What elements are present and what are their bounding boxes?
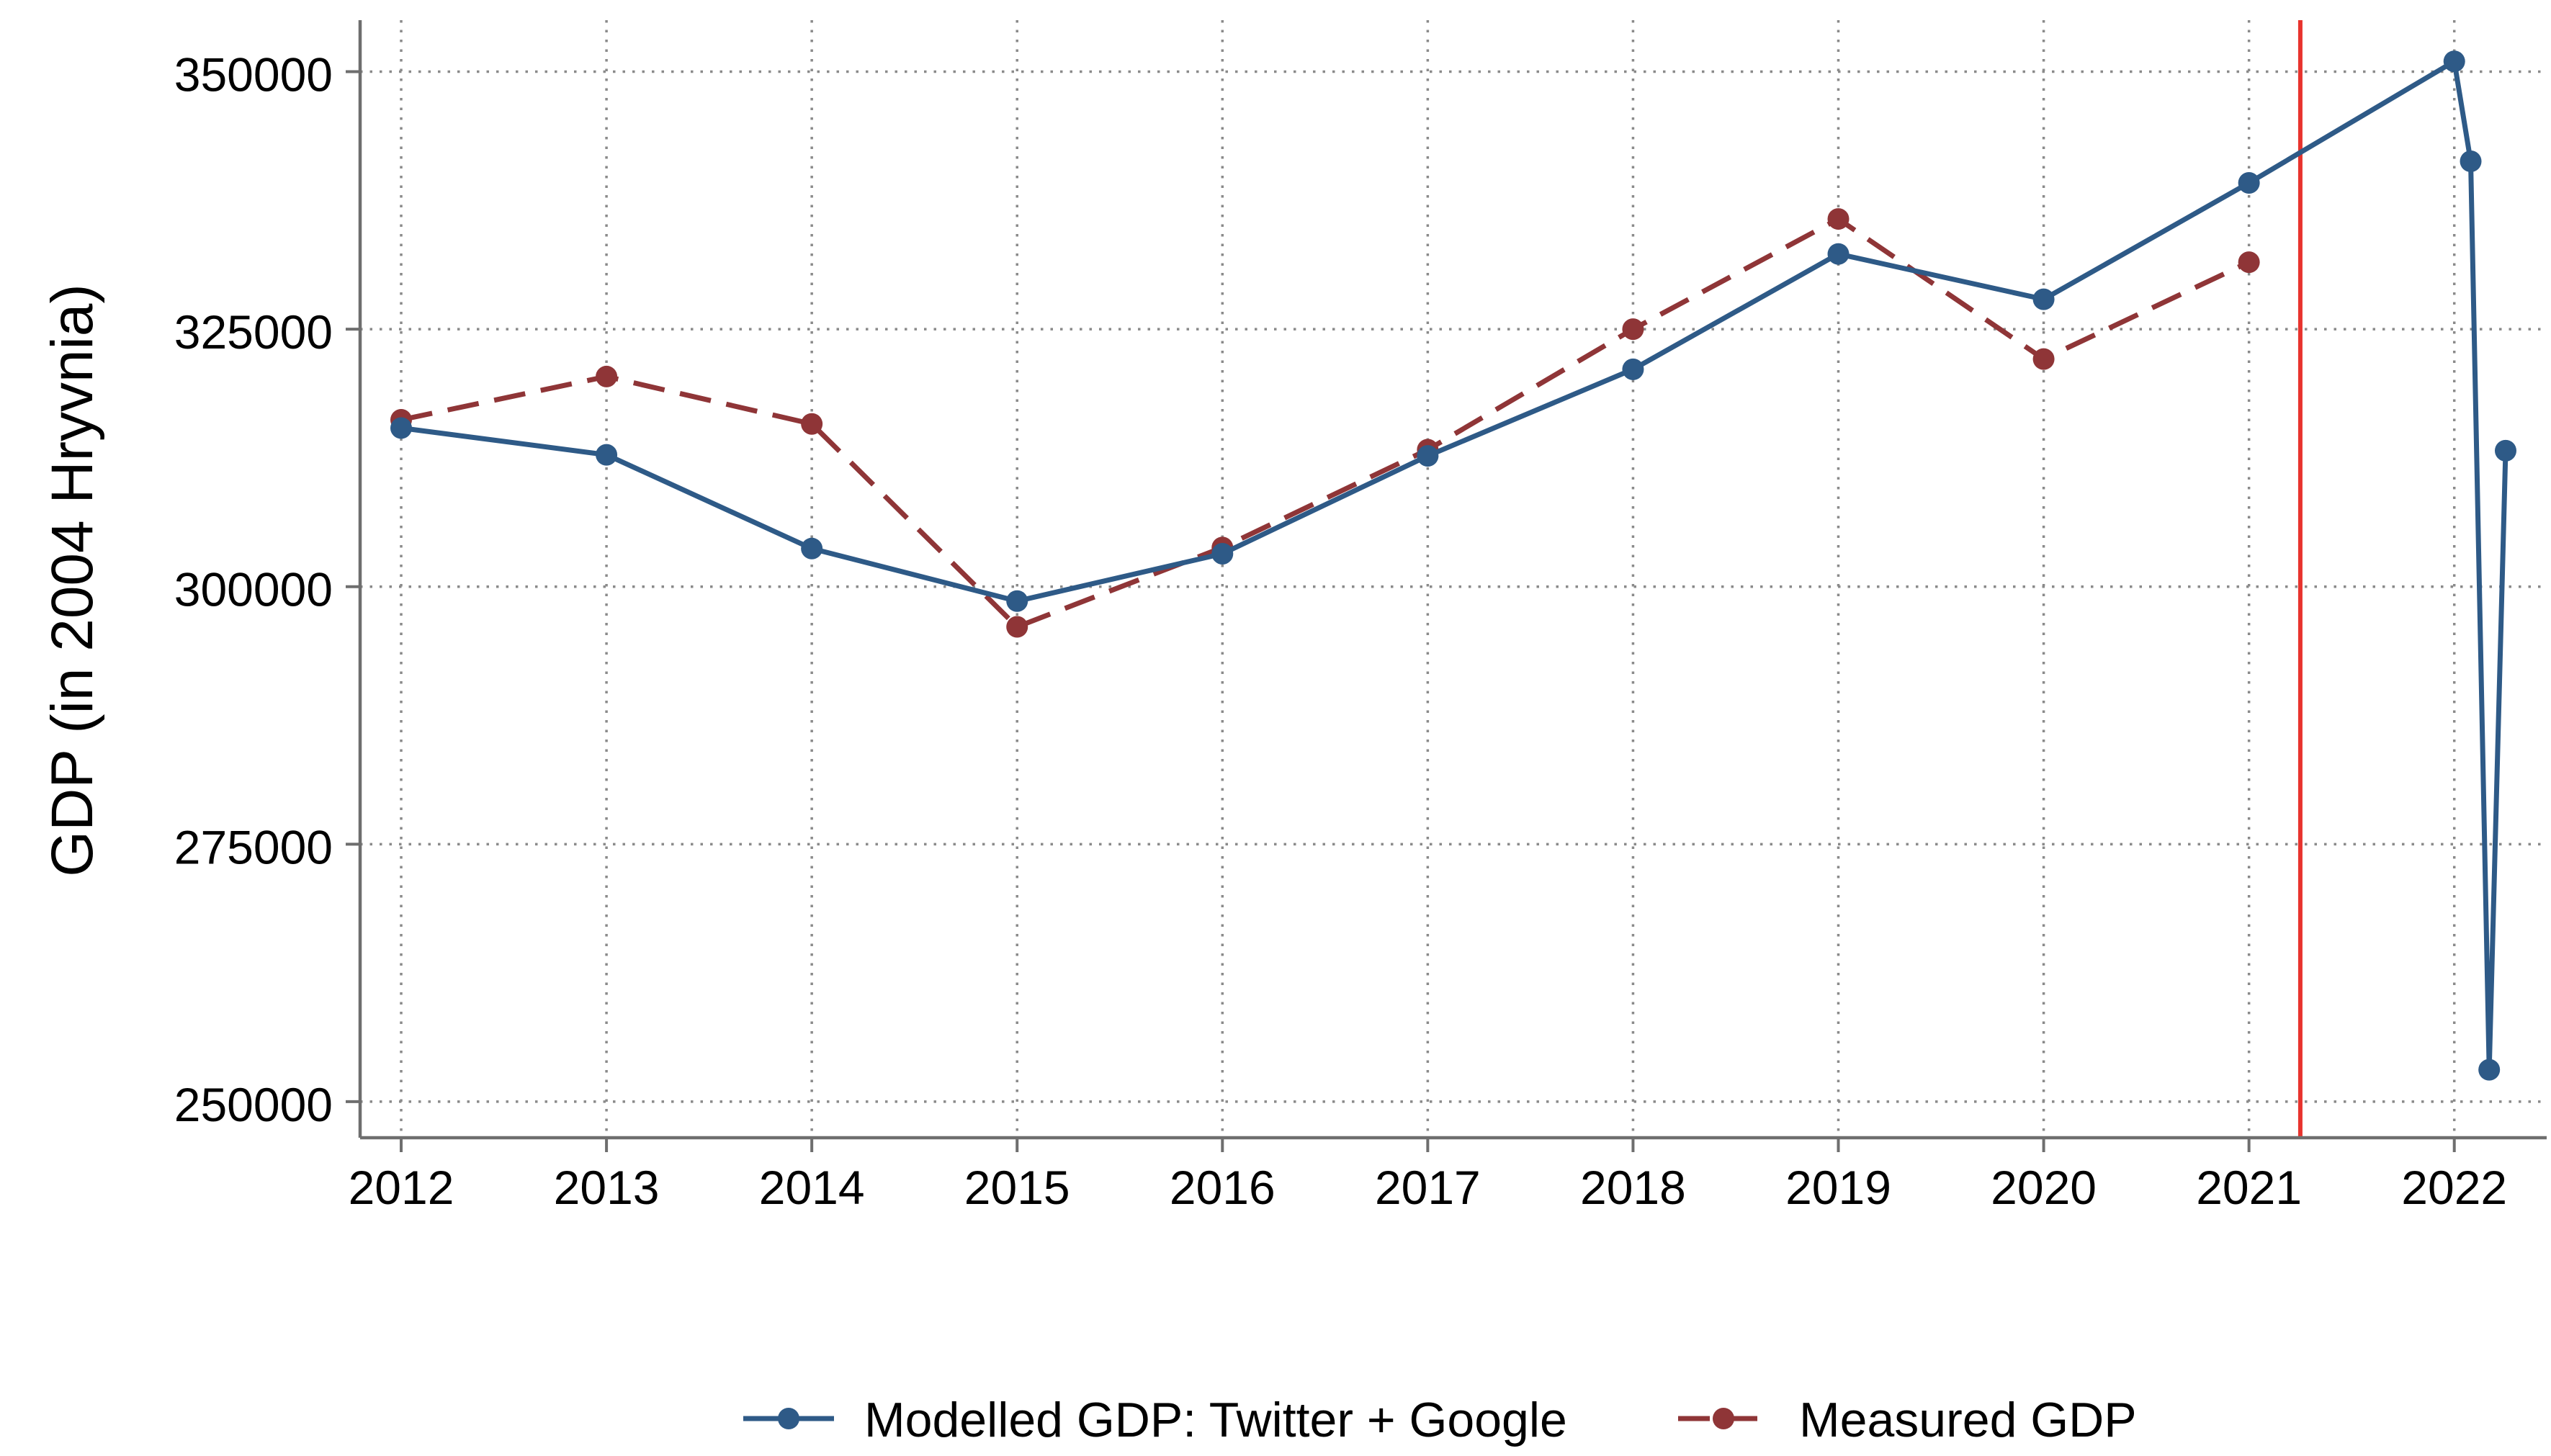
measured-gdp-point bbox=[2238, 251, 2260, 274]
legend-label: Measured GDP bbox=[1799, 1393, 2137, 1447]
measured-gdp-point bbox=[801, 413, 823, 435]
modelled-gdp-point bbox=[1211, 542, 1234, 565]
modelled-gdp-point bbox=[2443, 50, 2465, 73]
x-tick-label: 2016 bbox=[1170, 1161, 1276, 1214]
x-tick-label: 2019 bbox=[1785, 1161, 1891, 1214]
legend-swatch-marker bbox=[1713, 1408, 1734, 1429]
measured-gdp-line bbox=[400, 216, 2251, 629]
modelled-gdp-point bbox=[1622, 358, 1644, 380]
modelled-gdp-point bbox=[801, 537, 823, 560]
axes bbox=[346, 20, 2547, 1152]
x-tick-label: 2021 bbox=[2196, 1161, 2302, 1214]
x-tick-label: 2014 bbox=[759, 1161, 865, 1214]
y-tick-label: 275000 bbox=[174, 820, 333, 873]
x-tick-labels: 2012 2013 2014 2015 2016 2017 2018 2019 2020 2021… bbox=[349, 1161, 2508, 1214]
legend-swatch-marker bbox=[778, 1408, 799, 1429]
measured-gdp-point bbox=[1827, 208, 1850, 230]
gridlines bbox=[360, 20, 2547, 1138]
measured-gdp-point bbox=[596, 365, 618, 387]
legend-label: Modelled GDP: Twitter + Google bbox=[864, 1393, 1567, 1447]
y-tick-label: 350000 bbox=[174, 48, 333, 102]
modelled-gdp-point bbox=[1827, 243, 1850, 265]
measured-gdp-point bbox=[1622, 318, 1644, 341]
modelled-gdp-line bbox=[400, 58, 2509, 1073]
legend-item-modelled-gdp: Modelled GDP: Twitter + Google bbox=[743, 1393, 1567, 1447]
modelled-gdp-point bbox=[596, 444, 618, 466]
x-tick-label: 2017 bbox=[1375, 1161, 1481, 1214]
y-axis-title: GDP (in 2004 Hryvnia) bbox=[40, 284, 105, 876]
x-tick-label: 2022 bbox=[2401, 1161, 2507, 1214]
series-layer bbox=[390, 50, 2516, 1081]
modelled-gdp-point bbox=[2494, 439, 2516, 462]
legend: Modelled GDP: Twitter + Google Measured G… bbox=[743, 1393, 2137, 1447]
legend-item-measured-gdp: Measured GDP bbox=[1678, 1393, 2137, 1447]
modelled-gdp-point bbox=[2460, 150, 2482, 172]
modelled-gdp-point bbox=[2032, 288, 2055, 310]
modelled-gdp-point bbox=[2238, 172, 2260, 194]
x-tick-label: 2012 bbox=[349, 1161, 454, 1214]
modelled-gdp-point bbox=[390, 417, 413, 439]
x-tick-label: 2018 bbox=[1580, 1161, 1686, 1214]
modelled-gdp-point bbox=[1417, 445, 1439, 467]
x-tick-label: 2020 bbox=[1991, 1161, 2097, 1214]
x-tick-label: 2013 bbox=[554, 1161, 660, 1214]
x-tick-label: 2015 bbox=[964, 1161, 1070, 1214]
y-tick-labels: 250000 275000 300000 325000 350000 bbox=[174, 48, 333, 1131]
measured-gdp-point bbox=[2032, 348, 2055, 370]
measured-gdp-point bbox=[1006, 616, 1028, 638]
modelled-gdp-point bbox=[1006, 590, 1028, 612]
y-tick-label: 325000 bbox=[174, 305, 333, 359]
modelled-gdp-point bbox=[2478, 1059, 2501, 1081]
y-tick-label: 250000 bbox=[174, 1078, 333, 1131]
y-tick-label: 300000 bbox=[174, 563, 333, 616]
